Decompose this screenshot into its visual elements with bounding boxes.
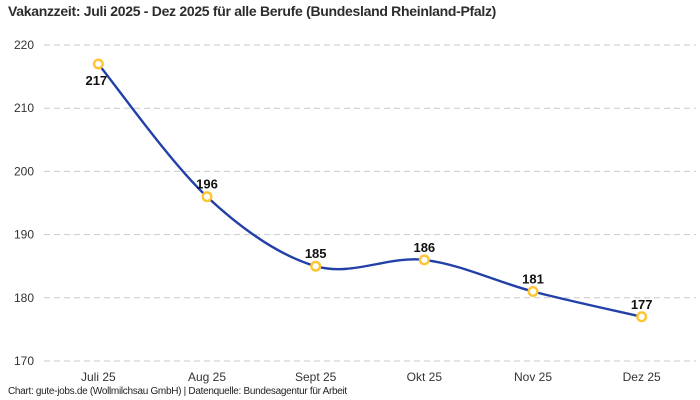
x-axis-tick-label: Juli 25 bbox=[81, 370, 116, 384]
data-point-marker[interactable] bbox=[201, 191, 213, 203]
y-axis-tick-label: 170 bbox=[14, 354, 34, 368]
chart-title: Vakanzzeit: Juli 2025 - Dez 2025 für all… bbox=[8, 3, 497, 19]
data-point-marker[interactable] bbox=[527, 285, 539, 297]
data-point-marker[interactable] bbox=[418, 254, 430, 266]
x-axis-tick-label: Dez 25 bbox=[623, 370, 661, 384]
data-point-label: 196 bbox=[196, 177, 218, 192]
data-point-marker[interactable] bbox=[92, 58, 104, 70]
x-axis-tick-label: Nov 25 bbox=[514, 370, 552, 384]
data-point-label: 185 bbox=[305, 246, 327, 261]
data-point-label: 181 bbox=[522, 271, 544, 286]
y-axis-tick-label: 200 bbox=[14, 164, 34, 178]
chart-attribution: Chart: gute-jobs.de (Wollmilchsau GmbH) … bbox=[8, 386, 347, 397]
x-axis-tick-label: Sept 25 bbox=[295, 370, 337, 384]
y-axis-tick-label: 190 bbox=[14, 228, 34, 242]
x-axis-tick-label: Aug 25 bbox=[188, 370, 226, 384]
y-axis-tick-label: 180 bbox=[14, 291, 34, 305]
data-point-label: 186 bbox=[413, 240, 435, 255]
data-point-marker[interactable] bbox=[636, 311, 648, 323]
data-point-label: 217 bbox=[85, 73, 107, 88]
data-point-marker[interactable] bbox=[310, 260, 322, 272]
x-axis-tick-label: Okt 25 bbox=[407, 370, 443, 384]
y-axis-tick-label: 210 bbox=[14, 101, 34, 115]
data-point-label: 177 bbox=[631, 297, 653, 312]
series-line bbox=[97, 62, 643, 318]
y-axis-tick-label: 220 bbox=[14, 38, 34, 52]
